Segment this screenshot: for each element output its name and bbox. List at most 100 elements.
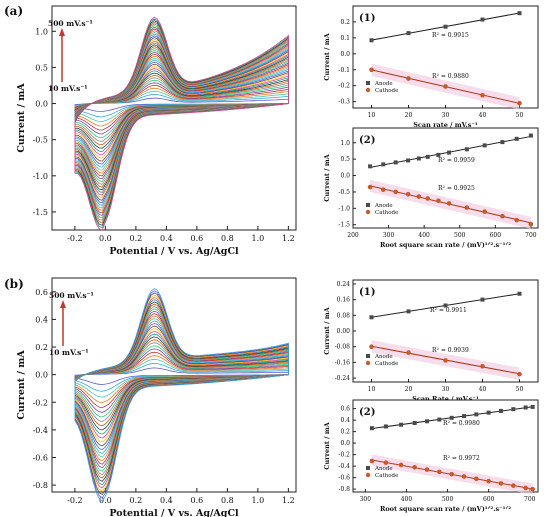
data-point-anode	[406, 31, 411, 36]
data-point-cathode	[369, 67, 374, 73]
legend-anode: Anode	[374, 203, 393, 209]
y-tick-label: 0.6	[35, 288, 48, 297]
legend-marker-anode	[366, 466, 370, 470]
data-point-anode	[480, 17, 485, 22]
data-point-anode	[406, 309, 411, 314]
x-tick-label: 40	[479, 112, 487, 119]
x-tick-label: -0.2	[67, 234, 82, 243]
y-tick-label: -1.5	[338, 222, 350, 229]
legend-marker-cathode	[365, 360, 371, 366]
data-point-cathode	[517, 100, 522, 106]
y-tick-label: -0.2	[338, 452, 350, 459]
linear-plot-b1: 10 20 30 40 50 -0.24 -0.16 -0.08 0.00 0.08 0.16 0.2…	[323, 279, 539, 403]
data-point-cathode	[398, 462, 404, 468]
x-tick-label: 30	[442, 112, 450, 119]
y-tick-label: 0.5	[340, 156, 350, 163]
data-point-cathode	[449, 471, 454, 477]
legend-cathode: Cathode	[375, 210, 398, 216]
data-point-anode	[443, 303, 448, 308]
data-point-cathode	[523, 485, 528, 491]
data-point-cathode	[436, 198, 441, 204]
data-point-anode	[369, 315, 374, 320]
scan-rate-top: 500 mV.s⁻¹	[48, 19, 93, 28]
y-tick-label: -0.3	[338, 99, 350, 106]
data-point-cathode	[474, 476, 479, 482]
data-point-anode	[381, 162, 386, 167]
data-point-cathode	[369, 458, 375, 464]
x-tick-label: 20	[405, 386, 413, 393]
data-point-cathode	[369, 344, 374, 349]
data-point-anode	[464, 147, 469, 152]
data-point-cathode	[393, 189, 398, 195]
data-point-cathode	[383, 460, 389, 465]
y-tick-label: 1.0	[35, 27, 48, 36]
data-point-anode	[500, 140, 505, 145]
data-point-anode	[474, 412, 479, 417]
data-point-cathode	[416, 194, 422, 199]
data-point-cathode	[405, 191, 411, 197]
data-point-anode	[369, 38, 374, 43]
x-tick-label: 300	[360, 496, 372, 503]
data-point-anode	[416, 156, 421, 161]
x-tick-label: 10	[368, 386, 376, 393]
x-tick-label: 500	[454, 232, 466, 239]
x-tick-label: 1.2	[282, 234, 295, 243]
x-tick-label: 0.0	[99, 496, 112, 505]
x-axis-label: Potential / V vs. Ag/AgCl	[109, 246, 239, 257]
r2-label-cathode: R² = 0.9939	[432, 347, 469, 354]
data-point-cathode	[443, 84, 448, 89]
x-tick-label: 0.6	[191, 234, 204, 243]
panel-label-b: (b)	[4, 277, 24, 291]
x-tick-label: 400	[418, 232, 430, 239]
data-point-anode	[425, 419, 429, 424]
y-axis-label: Current / mA	[323, 421, 331, 469]
x-tick-label: 1.2	[282, 496, 295, 505]
linear-plot-a1: 10 20 30 40 50 -0.3 -0.2 -0.1 0.0 0.1 0.2 Scan rate…	[323, 5, 539, 129]
data-point-anode	[462, 414, 466, 419]
r2-label-anode: R² = 0.9915	[432, 32, 469, 39]
cv-plot-b: -0.2 0.0 0.2 0.4 0.6 0.8 1.0 1.2 -0.8 -0.6 -0.4 -0.…	[16, 277, 297, 517]
data-point-cathode	[406, 350, 411, 355]
y-tick-label: 0.1	[340, 35, 350, 42]
y-tick-label: -1.0	[33, 172, 48, 181]
data-point-anode	[514, 136, 519, 141]
scan-rate-bottom: 10 mV.s⁻¹	[49, 348, 89, 357]
data-point-anode	[528, 133, 533, 138]
y-tick-label: 0.2	[35, 343, 48, 352]
data-point-cathode	[514, 217, 519, 223]
data-point-cathode	[486, 478, 491, 484]
data-point-anode	[517, 291, 522, 296]
data-point-anode	[523, 405, 528, 410]
sub-panel-label: (2)	[359, 135, 375, 146]
x-tick-label: 40	[479, 386, 487, 393]
legend-marker-cathode	[365, 209, 371, 215]
x-tick-label: 0.2	[130, 496, 143, 505]
x-axis-label: Potential / V vs. Ag/AgCl	[109, 508, 239, 517]
data-point-cathode	[530, 486, 535, 492]
cv-curves	[74, 288, 289, 502]
data-point-cathode	[482, 209, 487, 214]
cv-curve	[74, 288, 289, 502]
r2-label-cathode: R² = 0.9972	[443, 455, 480, 462]
y-tick-label: -1.0	[338, 205, 350, 212]
cv-curves	[74, 16, 289, 231]
data-point-cathode	[367, 184, 373, 190]
data-point-anode	[480, 297, 485, 302]
y-tick-label: 0.16	[337, 297, 351, 304]
data-point-cathode	[446, 201, 452, 206]
data-point-cathode	[380, 187, 386, 192]
x-axis-label: Scan rate / mV.s⁻¹	[413, 121, 478, 129]
data-point-cathode	[500, 213, 505, 219]
data-point-anode	[530, 404, 535, 409]
x-tick-label: 0.2	[130, 234, 143, 243]
r2-label-anode: R² = 0.9959	[438, 157, 475, 164]
y-tick-label: 0.0	[35, 371, 48, 380]
data-point-anode	[368, 164, 373, 169]
data-point-cathode	[412, 464, 417, 470]
x-axis-label: Root square scan rate / (mV)¹ᐟ².s⁻¹ᐟ²	[380, 505, 511, 513]
y-tick-label: -0.8	[338, 486, 350, 493]
y-tick-label: 0.4	[340, 417, 350, 424]
data-point-anode	[447, 150, 452, 155]
y-tick-label: 1.0	[340, 140, 350, 147]
